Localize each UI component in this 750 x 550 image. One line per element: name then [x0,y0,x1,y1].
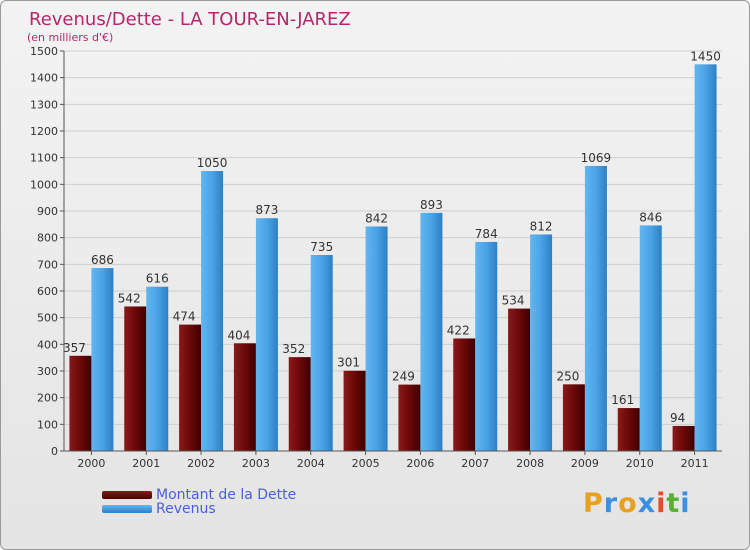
data-label-debt-2010: 161 [611,393,634,407]
logo-letter: P [583,488,604,519]
bar-debt-2010 [617,408,640,451]
bar-debt-2009 [562,384,585,451]
x-tick-label: 2004 [297,457,325,470]
legend-item-debt: Montant de la Dette [102,487,296,503]
bar-revenus-2010 [639,225,662,451]
logo-letter: i [680,488,691,519]
data-label-revenus-2011: 1450 [690,49,721,63]
data-label-debt-2004: 352 [282,342,305,356]
bar-revenus-2002 [201,171,224,451]
chart-title: Revenus/Dette - LA TOUR-EN-JAREZ [29,9,351,30]
data-label-revenus-2001: 616 [146,272,169,286]
bar-debt-2007 [453,338,476,451]
x-tick-label: 2006 [406,457,434,470]
y-tick-label: 200 [37,392,58,405]
y-tick-label: 400 [37,338,58,351]
bar-debt-2008 [508,308,531,451]
x-tick-label: 2007 [461,457,489,470]
data-label-debt-2008: 534 [502,294,525,308]
bar-debt-2000 [69,355,92,451]
data-label-revenus-2005: 842 [365,211,388,225]
logo-letter: o [618,488,638,519]
data-label-revenus-2008: 812 [530,219,553,233]
bar-revenus-2006 [420,212,443,451]
data-label-revenus-2002: 1050 [197,156,228,170]
bars [69,64,717,452]
data-label-debt-2007: 422 [447,323,470,337]
bar-revenus-2008 [530,234,553,451]
x-tick-label: 2009 [571,457,599,470]
logo-letter: r [603,488,619,519]
y-tick-label: 1500 [30,45,58,58]
bar-revenus-2009 [584,165,607,451]
bar-revenus-2011 [694,64,717,452]
legend-label-debt: Montant de la Dette [156,487,297,503]
legend-label-revenus: Revenus [156,501,216,517]
y-tick-label: 100 [37,418,58,431]
x-tick-label: 2002 [187,457,215,470]
y-tick-label: 1400 [30,72,58,85]
logo-letter: t [666,488,681,519]
bar-debt-2003 [233,343,256,451]
bar-debt-2002 [179,324,202,451]
y-tick-label: 1300 [30,98,58,111]
data-label-debt-2003: 404 [227,328,250,342]
bar-debt-2001 [124,306,147,451]
chart-subtitle: (en milliers d'€) [27,31,113,44]
grid [64,50,722,452]
data-label-debt-2011: 94 [670,411,685,425]
data-label-revenus-2009: 1069 [581,151,612,165]
legend-item-revenus: Revenus [102,501,216,517]
data-label-debt-2009: 250 [556,369,579,383]
x-tick-label: 2011 [681,457,709,470]
data-label-debt-2005: 301 [337,356,360,370]
data-label-revenus-2000: 686 [91,253,114,267]
bar-debt-2006 [398,384,421,451]
x-axis: 2000 2001 2002 2003 2004 2005 2006 2007 2008 2009… [64,450,722,470]
x-tick-label: 2005 [352,457,380,470]
x-tick-label: 2010 [626,457,654,470]
bar-debt-2011 [672,425,695,451]
bar-revenus-2000 [91,268,114,451]
data-label-revenus-2010: 846 [639,210,662,224]
y-tick-label: 900 [37,205,58,218]
y-tick-label: 600 [37,285,58,298]
data-label-revenus-2004: 735 [310,240,333,254]
y-tick-label: 1100 [30,152,58,165]
logo-letter: x [637,488,657,519]
data-label-debt-2000: 357 [63,341,86,355]
bar-debt-2004 [288,357,311,451]
bar-revenus-2001 [146,286,169,451]
bar-revenus-2003 [255,218,278,451]
bar-revenus-2004 [310,255,333,451]
y-tick-label: 500 [37,312,58,325]
x-tick-label: 2000 [77,457,105,470]
bar-revenus-2005 [365,226,388,451]
x-tick-label: 2001 [132,457,160,470]
legend-swatch-debt [102,491,152,499]
data-label-revenus-2006: 893 [420,198,443,212]
logo-letter: i [656,488,667,519]
y-tick-label: 800 [37,232,58,245]
x-tick-label: 2003 [242,457,270,470]
data-label-revenus-2007: 784 [475,227,498,241]
x-tick-label: 2008 [516,457,544,470]
y-axis: 0 100 200 300 400 500 600 700 800 900 1000 1100 1200… [30,45,65,458]
y-tick-label: 1200 [30,125,58,138]
y-tick-label: 1000 [30,178,58,191]
data-label-debt-2002: 474 [173,310,196,324]
y-tick-label: 700 [37,258,58,271]
data-label-revenus-2003: 873 [255,203,278,217]
data-label-debt-2006: 249 [392,370,415,384]
bar-debt-2005 [343,370,366,451]
bar-revenus-2007 [475,241,498,451]
y-tick-label: 300 [37,365,58,378]
y-tick-label: 0 [51,445,58,458]
data-label-debt-2001: 542 [118,291,141,305]
legend-swatch-revenus [102,505,152,513]
data-labels: 357 686 542 616 474 1050 404 873 352 735 301 842 249… [63,49,721,425]
